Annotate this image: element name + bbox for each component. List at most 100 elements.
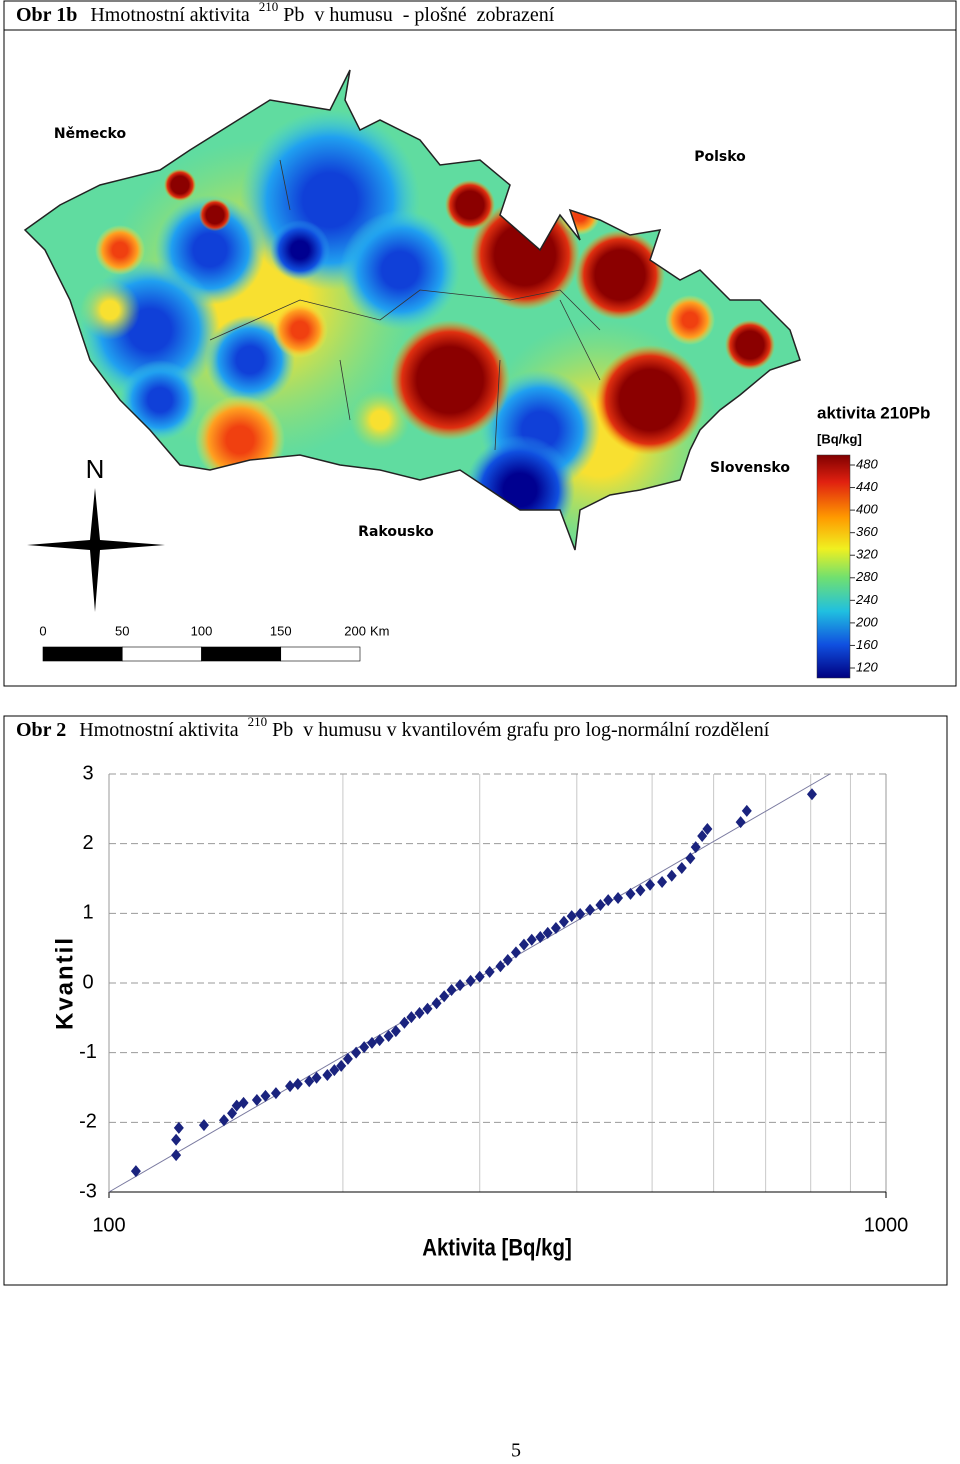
point (446, 983, 457, 996)
scale-bar: 0 50 100 150 200 Km (39, 623, 390, 662)
scale-segment (201, 646, 282, 662)
scale-segment (121, 646, 202, 662)
point (625, 887, 636, 900)
figure-label: Obr 2 (16, 719, 66, 741)
y-tick-label: 3 (82, 762, 93, 784)
map-label: Polsko (694, 149, 746, 165)
point (238, 1096, 249, 1109)
plot-area: 3 2 1 0 -1 -2 -3 100 1000 (79, 762, 908, 1236)
point (535, 931, 546, 944)
point (374, 1034, 385, 1047)
point (304, 1075, 315, 1088)
legend-tick-label: 160 (856, 637, 878, 652)
scale-tick-label: 100 (191, 623, 213, 638)
point (390, 1025, 401, 1038)
point (702, 823, 713, 836)
figure-frame (3, 715, 948, 1286)
title-sup: 210 (248, 714, 268, 729)
x-tick-label: 100 (92, 1214, 125, 1236)
point (465, 974, 476, 987)
point (359, 1041, 370, 1054)
title-text: Hmotnostní aktivita (79, 719, 239, 741)
y-tick-label: -1 (79, 1041, 97, 1063)
point (292, 1078, 303, 1091)
point (227, 1107, 238, 1120)
point (585, 903, 596, 916)
north-label: N (86, 454, 105, 484)
point (645, 878, 656, 891)
point (399, 1016, 410, 1029)
north-arrow (27, 488, 165, 612)
point (218, 1114, 229, 1127)
point (342, 1052, 353, 1065)
legend-tick-label: 480 (856, 456, 878, 471)
point (406, 1011, 417, 1024)
point (741, 804, 752, 817)
point (474, 970, 485, 983)
point (329, 1064, 340, 1077)
x-axis-label: Aktivita [Bq/kg] (422, 1234, 572, 1261)
title-text: Hmotnostní aktivita (90, 4, 250, 26)
point (484, 965, 495, 978)
point (657, 875, 668, 888)
y-tick-label: 1 (82, 902, 93, 924)
legend-tick-label: 200 (855, 614, 878, 629)
legend-tick-label: 440 (856, 479, 878, 494)
point (595, 898, 606, 911)
scale-segment (280, 646, 361, 662)
scale-segment (42, 646, 123, 662)
map-label: Slovensko (710, 460, 790, 476)
point (526, 933, 537, 946)
point (575, 908, 586, 921)
page-number: 5 (511, 1440, 521, 1462)
point (806, 788, 817, 801)
point (603, 894, 614, 907)
legend-tick-label: 360 (856, 524, 878, 539)
scale-unit: Km (370, 623, 390, 638)
legend-tick-label: 240 (855, 592, 878, 607)
point (666, 869, 677, 882)
legend-tick-label: 400 (856, 502, 878, 517)
scale-tick-label: 200 (344, 623, 366, 638)
point (414, 1006, 425, 1019)
legend-title: aktivita 210Pb (817, 403, 930, 422)
scale-tick-label: 0 (39, 623, 46, 638)
point (130, 1165, 141, 1178)
point (685, 852, 696, 865)
map-label: Německo (54, 126, 127, 142)
figure-frame (3, 0, 957, 687)
point (697, 830, 708, 843)
point (198, 1119, 209, 1132)
point (351, 1046, 362, 1059)
point (510, 946, 521, 959)
point (455, 979, 466, 992)
point (422, 1002, 433, 1015)
point (690, 841, 701, 854)
point (518, 938, 529, 951)
title-rest: Pb v humusu v kvantilovém grafu pro log-… (272, 719, 770, 741)
point (676, 862, 687, 875)
y-axis-label: Kvantil (51, 936, 78, 1030)
point (366, 1036, 377, 1049)
x-tick-label: 1000 (864, 1214, 909, 1236)
y-tick-label: -3 (79, 1180, 97, 1202)
y-tick-label: -2 (79, 1111, 97, 1133)
point (270, 1087, 281, 1100)
scale-tick-label: 150 (270, 623, 292, 638)
legend-tick-label: 280 (855, 569, 878, 584)
point (635, 884, 646, 897)
point (285, 1080, 296, 1093)
scale-tick-label: 50 (115, 623, 129, 638)
point (260, 1089, 271, 1102)
point (502, 954, 513, 967)
title-rest: Pb v humusu - plošné zobrazení (283, 4, 555, 26)
point (558, 915, 569, 928)
point (735, 816, 746, 829)
point (495, 960, 506, 973)
map-label: Rakousko (358, 524, 434, 540)
title-sup: 210 (259, 0, 279, 14)
legend-unit: [Bq/kg] (817, 431, 862, 446)
point (322, 1068, 333, 1081)
point (336, 1059, 347, 1072)
